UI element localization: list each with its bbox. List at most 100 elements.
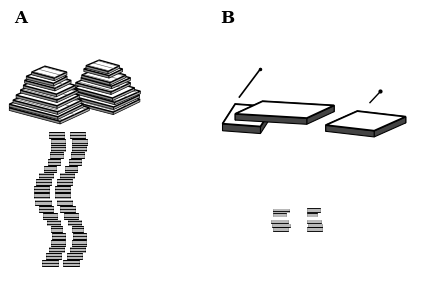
Polygon shape — [26, 70, 67, 83]
Polygon shape — [25, 80, 55, 91]
Polygon shape — [9, 104, 58, 120]
Polygon shape — [20, 90, 57, 103]
Bar — [64, 213, 78, 219]
Polygon shape — [82, 75, 110, 85]
Bar — [70, 132, 85, 138]
Polygon shape — [60, 108, 89, 124]
Bar — [307, 220, 321, 223]
Bar — [51, 139, 65, 145]
Bar — [73, 233, 86, 239]
Bar — [60, 206, 75, 212]
Bar — [273, 214, 286, 216]
Polygon shape — [84, 69, 109, 78]
Bar — [50, 226, 62, 232]
Polygon shape — [13, 89, 82, 112]
Bar — [67, 253, 82, 259]
Bar — [48, 159, 59, 165]
Bar — [273, 227, 288, 231]
Polygon shape — [75, 78, 135, 98]
Bar — [72, 226, 84, 232]
Polygon shape — [64, 86, 140, 112]
Bar — [49, 132, 64, 138]
Bar — [71, 153, 84, 158]
Bar — [56, 199, 72, 205]
Polygon shape — [81, 78, 112, 89]
Bar — [46, 253, 61, 259]
Polygon shape — [23, 85, 56, 97]
Bar — [52, 233, 64, 239]
Polygon shape — [53, 76, 67, 86]
Bar — [39, 206, 53, 212]
Bar — [55, 193, 70, 199]
Polygon shape — [58, 100, 82, 114]
Bar — [34, 186, 49, 192]
Polygon shape — [113, 99, 140, 115]
Polygon shape — [262, 101, 334, 112]
Polygon shape — [235, 114, 307, 124]
Polygon shape — [75, 80, 140, 102]
Bar — [307, 213, 317, 216]
Polygon shape — [109, 69, 123, 78]
Polygon shape — [25, 73, 71, 88]
Bar — [60, 173, 74, 178]
Bar — [44, 166, 56, 172]
Polygon shape — [9, 92, 84, 117]
Bar — [308, 224, 321, 227]
Polygon shape — [23, 77, 75, 94]
Polygon shape — [357, 111, 406, 123]
Bar — [57, 179, 72, 185]
Polygon shape — [32, 72, 54, 81]
Polygon shape — [69, 95, 114, 110]
Text: A: A — [14, 10, 27, 27]
Polygon shape — [112, 78, 131, 89]
Polygon shape — [114, 95, 139, 110]
Polygon shape — [108, 66, 120, 74]
Bar — [72, 146, 86, 151]
Bar — [271, 220, 288, 223]
Polygon shape — [111, 83, 131, 95]
Polygon shape — [223, 124, 260, 133]
Bar — [68, 220, 81, 225]
Bar — [63, 260, 78, 266]
Bar — [36, 199, 51, 205]
Bar — [55, 186, 70, 192]
Polygon shape — [110, 75, 126, 85]
Polygon shape — [75, 91, 115, 105]
Polygon shape — [16, 95, 57, 108]
Polygon shape — [57, 95, 79, 108]
Polygon shape — [55, 80, 71, 91]
Polygon shape — [76, 74, 131, 92]
Bar — [36, 179, 50, 185]
Polygon shape — [235, 104, 273, 114]
Polygon shape — [235, 101, 262, 120]
Polygon shape — [86, 60, 120, 71]
Polygon shape — [9, 94, 89, 121]
Bar — [34, 193, 49, 199]
Polygon shape — [64, 99, 113, 115]
Polygon shape — [326, 125, 374, 137]
Text: B: B — [220, 10, 234, 27]
Polygon shape — [69, 83, 139, 107]
Polygon shape — [26, 76, 53, 86]
Bar — [51, 146, 65, 151]
Polygon shape — [58, 104, 84, 120]
Bar — [72, 139, 86, 145]
Bar — [307, 208, 320, 212]
Polygon shape — [57, 90, 78, 103]
Polygon shape — [32, 66, 67, 78]
Polygon shape — [223, 104, 235, 131]
Polygon shape — [223, 104, 273, 127]
Polygon shape — [82, 68, 126, 83]
Polygon shape — [112, 88, 135, 101]
Bar — [69, 159, 81, 165]
Polygon shape — [9, 108, 60, 124]
Bar — [64, 166, 78, 172]
Polygon shape — [84, 62, 123, 76]
Polygon shape — [115, 91, 140, 105]
Polygon shape — [235, 101, 334, 118]
Polygon shape — [76, 83, 111, 95]
Polygon shape — [56, 85, 75, 97]
Polygon shape — [20, 80, 78, 100]
Bar — [272, 224, 290, 227]
Bar — [72, 240, 86, 246]
